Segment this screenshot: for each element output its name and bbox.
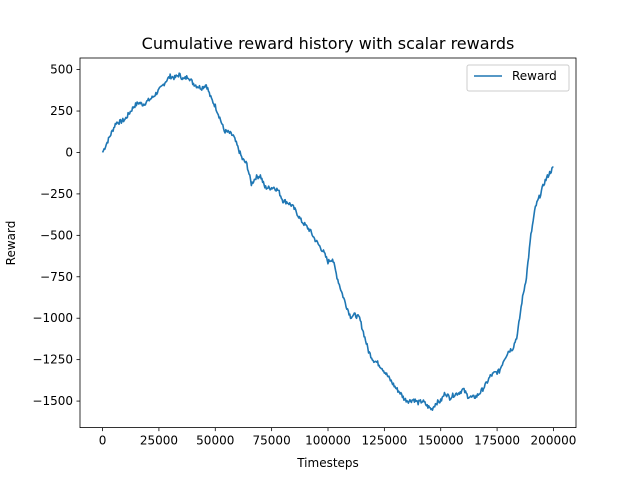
y-tick-label: −750 xyxy=(40,270,73,284)
x-tick-label: 0 xyxy=(99,434,107,448)
y-tick-label: 0 xyxy=(65,145,73,159)
series-line-reward xyxy=(101,72,554,411)
x-tick-label: 175000 xyxy=(474,434,520,448)
y-tick-label: −1500 xyxy=(32,394,73,408)
x-tick-label: 125000 xyxy=(361,434,407,448)
plot-frame xyxy=(79,57,577,429)
x-tick-label: 150000 xyxy=(418,434,464,448)
chart-title: Cumulative reward history with scalar re… xyxy=(142,34,515,53)
y-tick-label: 500 xyxy=(50,63,73,77)
legend: Reward xyxy=(466,64,570,92)
x-axis-label: Timesteps xyxy=(296,456,359,470)
y-tick-label: −500 xyxy=(40,228,73,242)
x-tick-label: 50000 xyxy=(196,434,234,448)
series-layer xyxy=(101,72,554,411)
y-axis-ticks: 500 250 0 −250 −500 −750 −1000 −1250 −1500 xyxy=(32,63,80,408)
legend-box xyxy=(466,64,570,92)
legend-entry: Reward xyxy=(512,69,557,83)
x-tick-label: 75000 xyxy=(253,434,291,448)
y-tick-label: −250 xyxy=(40,187,73,201)
x-axis-ticks: 0 25000 50000 75000 100000 125000 150000 175000… xyxy=(99,427,577,448)
y-tick-label: −1000 xyxy=(32,311,73,325)
x-tick-label: 100000 xyxy=(305,434,351,448)
x-tick-label: 25000 xyxy=(140,434,178,448)
y-tick-label: −1250 xyxy=(32,353,73,367)
y-axis-label: Reward xyxy=(4,221,18,266)
x-tick-label: 200000 xyxy=(531,434,577,448)
y-tick-label: 250 xyxy=(50,104,73,118)
